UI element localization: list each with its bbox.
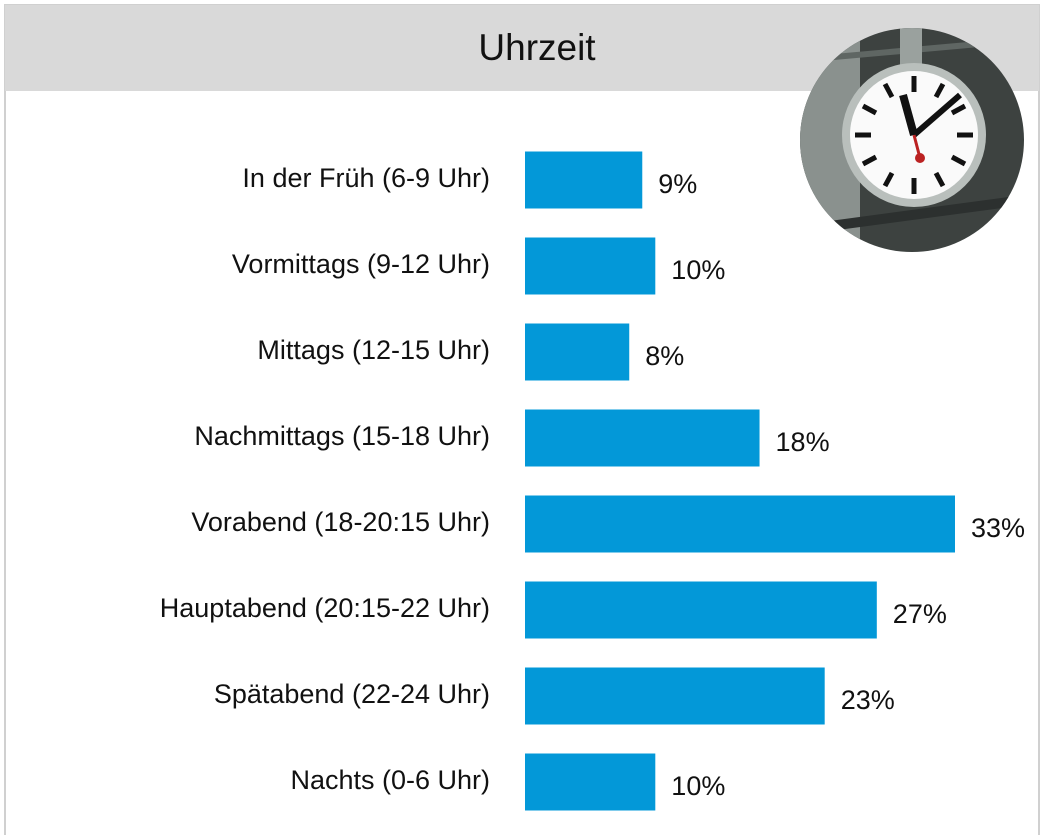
bar xyxy=(525,152,642,209)
value-label: 9% xyxy=(658,169,697,199)
bar xyxy=(525,410,760,467)
category-label: In der Früh (6-9 Uhr) xyxy=(242,163,490,193)
bar xyxy=(525,754,655,811)
value-label: 23% xyxy=(841,685,895,715)
category-label: Vormittags (9-12 Uhr) xyxy=(232,249,490,279)
category-label: Mittags (12-15 Uhr) xyxy=(257,335,490,365)
value-label: 10% xyxy=(671,255,725,285)
value-label: 33% xyxy=(971,513,1025,543)
bar xyxy=(525,582,877,639)
value-label: 18% xyxy=(776,427,830,457)
value-label: 8% xyxy=(645,341,684,371)
bar xyxy=(525,668,825,725)
chart: Uhrzeit In der Früh (6-9 Uhr)9%Vor xyxy=(0,0,1046,835)
category-label: Nachts (0-6 Uhr) xyxy=(290,765,490,795)
category-label: Nachmittags (15-18 Uhr) xyxy=(194,421,490,451)
value-label: 10% xyxy=(671,771,725,801)
bar xyxy=(525,496,955,553)
category-label: Spätabend (22-24 Uhr) xyxy=(214,679,490,709)
category-label: Hauptabend (20:15-22 Uhr) xyxy=(160,593,490,623)
category-label: Vorabend (18-20:15 Uhr) xyxy=(191,507,490,537)
bar xyxy=(525,238,655,295)
value-label: 27% xyxy=(893,599,947,629)
chart-title: Uhrzeit xyxy=(478,27,596,68)
clock-photo xyxy=(800,28,1024,252)
bar xyxy=(525,324,629,381)
